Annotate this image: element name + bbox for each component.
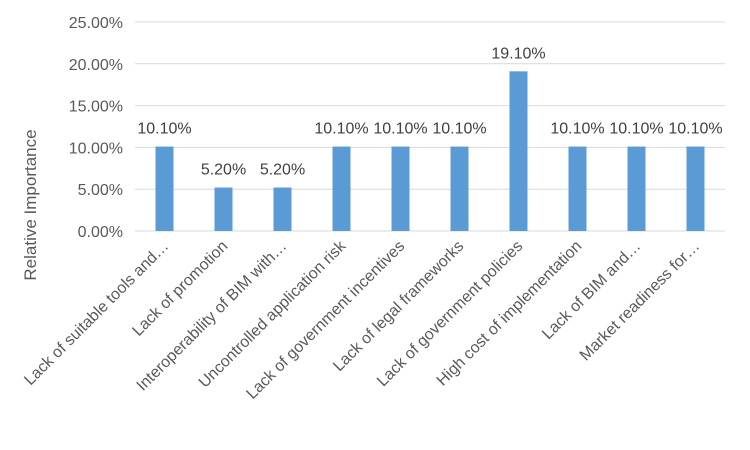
data-label: 10.10%: [373, 121, 427, 138]
data-label: 10.10%: [668, 121, 722, 138]
bar: [686, 146, 705, 231]
bars: [155, 71, 705, 231]
bar: [509, 71, 528, 231]
data-label: 10.10%: [609, 121, 663, 138]
data-label: 10.10%: [550, 121, 604, 138]
data-label: 10.10%: [137, 121, 191, 138]
bar: [627, 146, 646, 231]
data-label: 10.10%: [432, 121, 486, 138]
bar: [568, 146, 587, 231]
y-tick-label: 25.00%: [69, 15, 123, 32]
y-tick-label: 15.00%: [69, 99, 123, 116]
data-label: 5.20%: [260, 162, 305, 179]
y-tick-label: 5.00%: [78, 182, 123, 199]
bar: [214, 187, 233, 231]
y-axis-title: Relative Importance: [21, 129, 40, 280]
x-category-label: Market readiness for…: [577, 238, 703, 364]
x-category-label: Lack of BIM and…: [539, 238, 644, 343]
y-axis-ticks: 0.00% 5.00% 10.00% 15.00% 20.00% 25.00%: [69, 15, 123, 241]
bar: [273, 187, 292, 231]
y-tick-label: 20.00%: [69, 57, 123, 74]
bar: [391, 146, 410, 231]
gridlines: [135, 21, 725, 232]
x-axis-category-labels: Lack of suitable tools and…Lack of promo…: [21, 237, 703, 403]
data-label: 10.10%: [314, 121, 368, 138]
data-label: 5.20%: [201, 162, 246, 179]
bar: [155, 146, 174, 231]
y-tick-label: 0.00%: [78, 224, 123, 241]
data-label: 19.10%: [491, 45, 545, 62]
y-tick-label: 10.00%: [69, 140, 123, 157]
bar: [450, 146, 469, 231]
bar: [332, 146, 351, 231]
data-labels: 10.10% 5.20% 5.20% 10.10% 10.10% 10.10% 19.10%…: [137, 45, 722, 178]
